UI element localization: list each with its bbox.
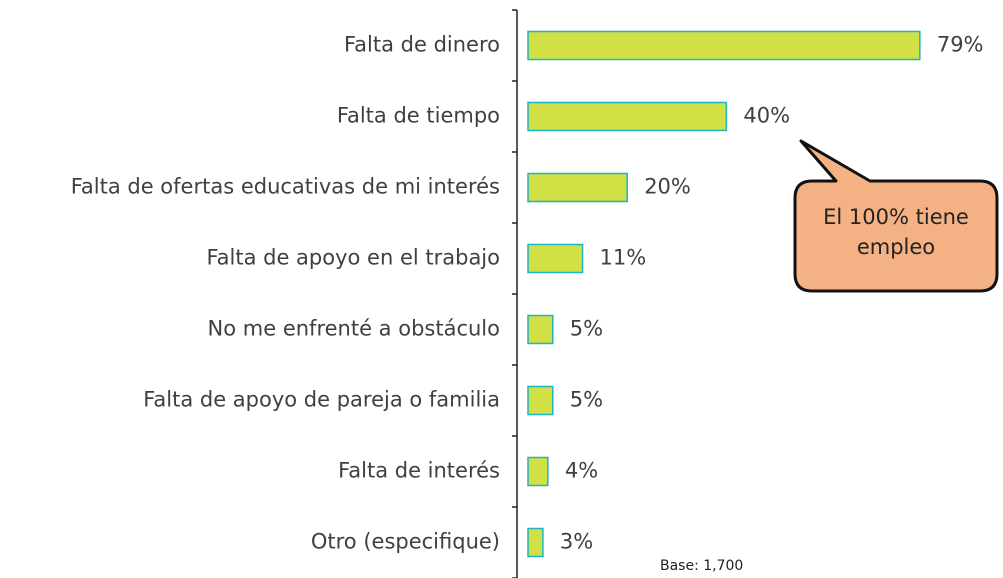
bar: [527, 314, 554, 345]
value-label: 40%: [743, 104, 790, 128]
value-label: 5%: [570, 317, 603, 341]
bar: [527, 456, 549, 487]
category-label: No me enfrenté a obstáculo: [208, 317, 500, 341]
bar: [527, 101, 728, 132]
category-label: Falta de apoyo de pareja o familia: [143, 388, 500, 412]
value-label: 5%: [570, 388, 603, 412]
category-label: Falta de interés: [338, 459, 500, 483]
value-label: 20%: [644, 175, 691, 199]
bar: [527, 527, 544, 558]
bar: [527, 172, 628, 203]
value-label: 3%: [560, 530, 593, 554]
bar: [527, 243, 584, 274]
value-label: 11%: [600, 246, 647, 270]
value-label: 4%: [565, 459, 598, 483]
category-label: Falta de tiempo: [337, 104, 500, 128]
callout-bubble: [793, 139, 999, 293]
category-label: Otro (especifique): [311, 530, 500, 554]
category-label: Falta de ofertas educativas de mi interé…: [71, 175, 500, 199]
bar: [527, 30, 921, 61]
note: Base: 1,700: [660, 558, 743, 574]
category-label: Falta de dinero: [344, 33, 500, 57]
bar: [527, 385, 554, 416]
annotation: El 100% tiene empleo: [823, 205, 969, 259]
value-label: 79%: [937, 33, 984, 57]
category-label: Falta de apoyo en el trabajo: [206, 246, 500, 270]
